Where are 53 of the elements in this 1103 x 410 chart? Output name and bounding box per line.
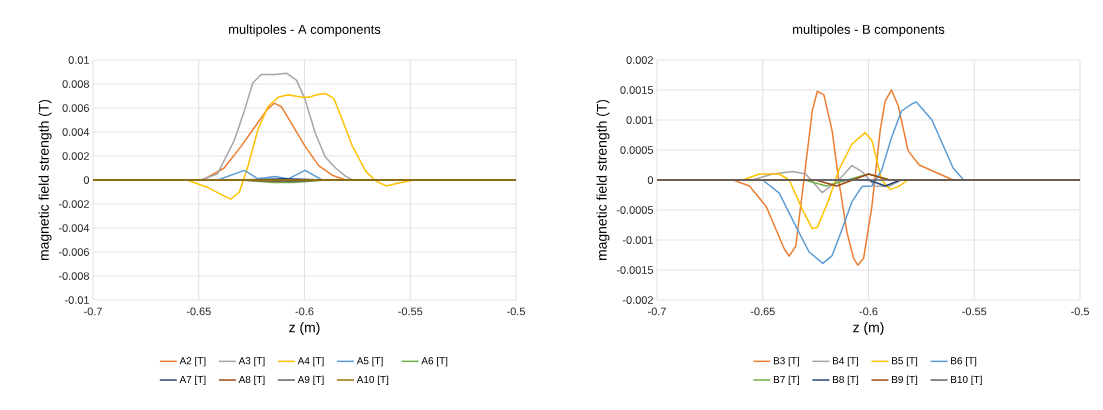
legend-label: A8 [T] bbox=[238, 375, 265, 385]
legend-label: A6 [T] bbox=[421, 356, 448, 367]
legend-label: A4 [T] bbox=[297, 356, 324, 367]
y-tick-label: -0.006 bbox=[58, 248, 89, 256]
y-tick-label: 0 bbox=[83, 176, 90, 184]
y-tick-label: 0.002 bbox=[626, 56, 653, 64]
y-tick-label: -0.01 bbox=[64, 296, 89, 304]
legend-label: A2 [T] bbox=[179, 356, 206, 367]
legend-label: A5 [T] bbox=[356, 356, 383, 367]
legend-label: A3 [T] bbox=[238, 356, 265, 367]
x-tick-label: -0.5 bbox=[507, 307, 525, 316]
x-tick-label: -0.7 bbox=[84, 307, 102, 316]
y-tick-label: 0.001 bbox=[626, 116, 653, 124]
x-axis-title: z (m) bbox=[853, 322, 884, 336]
y-tick-label: 0.01 bbox=[68, 56, 89, 64]
y-tick-label: -0.002 bbox=[622, 296, 653, 304]
legend-label: B5 [T] bbox=[892, 356, 918, 367]
x-axis-title: z (m) bbox=[289, 322, 320, 336]
y-tick-label: 0.0015 bbox=[620, 86, 654, 94]
x-tick-label: -0.6 bbox=[295, 307, 314, 316]
legend-label: B3 [T] bbox=[773, 356, 799, 367]
y-tick-label: 0.0005 bbox=[620, 146, 654, 154]
y-axis-title: magnetic field strength (T) bbox=[38, 99, 52, 261]
x-tick-label: -0.65 bbox=[186, 307, 211, 316]
legend-label: A7 [T] bbox=[179, 375, 206, 385]
y-tick-label: 0.002 bbox=[62, 152, 89, 160]
x-tick-label: -0.7 bbox=[648, 307, 666, 316]
legend-label: B10 [T] bbox=[951, 375, 982, 385]
y-tick-label: -0.0005 bbox=[616, 206, 654, 214]
y-tick-label: -0.002 bbox=[58, 200, 89, 208]
legend-label: B7 [T] bbox=[773, 375, 799, 385]
legend-label: A10 [T] bbox=[356, 375, 389, 385]
y-tick-label: -0.004 bbox=[58, 224, 90, 232]
y-tick-label: 0.006 bbox=[62, 104, 89, 112]
y-tick-label: -0.008 bbox=[58, 272, 89, 280]
legend-label: B4 [T] bbox=[832, 356, 859, 367]
y-tick-label: -0.0015 bbox=[616, 266, 654, 274]
x-tick-label: -0.6 bbox=[859, 307, 878, 316]
y-tick-label: 0 bbox=[647, 176, 654, 184]
legend-label: B8 [T] bbox=[832, 375, 859, 385]
legend-label: B9 [T] bbox=[892, 375, 918, 385]
legend-label: B6 [T] bbox=[951, 356, 977, 367]
y-axis-title: magnetic field strength (T) bbox=[596, 99, 610, 261]
x-tick-label: -0.55 bbox=[962, 307, 987, 316]
chart-title: multipoles - A components bbox=[229, 24, 381, 37]
y-tick-label: -0.001 bbox=[622, 236, 653, 244]
legend-label: A9 [T] bbox=[297, 375, 324, 385]
y-tick-label: 0.008 bbox=[62, 80, 89, 88]
x-tick-label: -0.65 bbox=[750, 307, 775, 316]
y-tick-label: 0.004 bbox=[62, 128, 90, 136]
x-tick-label: -0.55 bbox=[398, 307, 423, 316]
x-tick-label: -0.5 bbox=[1071, 307, 1089, 316]
chart-title: multipoles - B components bbox=[793, 24, 945, 37]
